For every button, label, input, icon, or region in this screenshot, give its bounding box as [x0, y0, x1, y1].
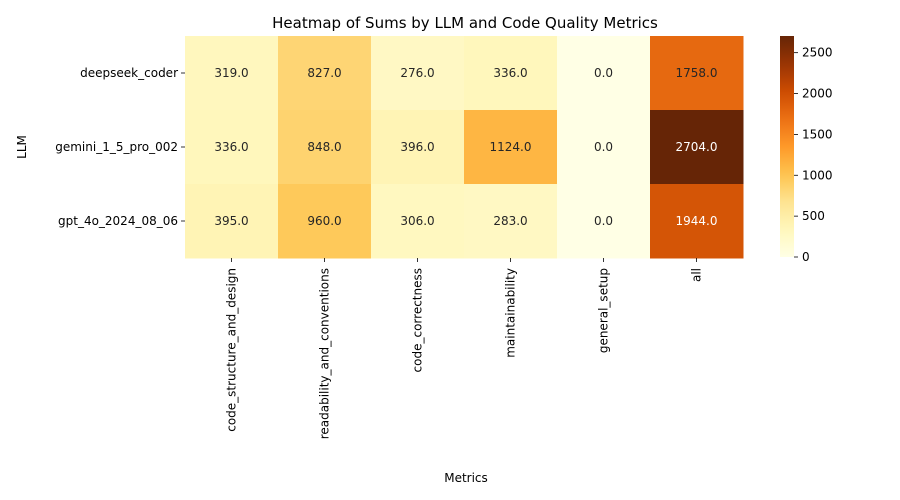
heatmap-cell — [278, 110, 372, 185]
y-tick-label: gemini_1_5_pro_002 — [55, 140, 178, 154]
cell-value-label: 827.0 — [307, 66, 341, 80]
cell-value-label: 306.0 — [400, 214, 434, 228]
colorbar-tick-label: 2000 — [802, 87, 833, 101]
x-tick-label: code_correctness — [411, 268, 425, 372]
heatmap-cell — [185, 184, 279, 259]
colorbar-ticks: 0 500 1000 1500 2000 2500 — [794, 46, 833, 264]
heatmap-cell — [650, 110, 744, 185]
colorbar-tick-label: 1000 — [802, 168, 833, 182]
heatmap-cell — [650, 36, 744, 111]
colorbar-tick-label: 2500 — [802, 46, 833, 60]
cell-value-label: 276.0 — [400, 66, 434, 80]
x-tick-label: all — [690, 268, 704, 282]
cell-value-label: 1758.0 — [676, 66, 718, 80]
x-tick-label: readability_and_conventions — [318, 268, 332, 439]
cell-value-label: 395.0 — [214, 214, 248, 228]
chart-title: Heatmap of Sums by LLM and Code Quality … — [272, 14, 658, 32]
cell-value-label: 336.0 — [214, 140, 248, 154]
cell-value-label: 960.0 — [307, 214, 341, 228]
y-tick-label: deepseek_coder — [80, 66, 178, 80]
colorbar-tick-label: 500 — [802, 209, 825, 223]
colorbar-tick-label: 0 — [802, 250, 810, 264]
heatmap-cell — [185, 110, 279, 185]
cell-value-label: 1944.0 — [676, 214, 718, 228]
cell-value-label: 283.0 — [493, 214, 527, 228]
heatmap-cells: 319.0 827.0 276.0 336.0 0.0 1758.0 336.0 848.0 3… — [185, 36, 744, 259]
colorbar — [780, 36, 794, 257]
cell-value-label: 848.0 — [307, 140, 341, 154]
cell-value-label: 0.0 — [594, 66, 613, 80]
cell-value-label: 1124.0 — [490, 140, 532, 154]
heatmap-cell — [464, 110, 558, 185]
cell-value-label: 0.0 — [594, 214, 613, 228]
cell-value-label: 2704.0 — [676, 140, 718, 154]
y-axis-ticks: deepseek_coder gemini_1_5_pro_002 gpt_4o_2… — [55, 66, 185, 228]
y-axis-label: LLM — [15, 135, 29, 159]
heatmap-cell — [278, 36, 372, 111]
heatmap-cell — [557, 110, 651, 185]
heatmap-cell — [557, 36, 651, 111]
x-axis-label: Metrics — [444, 471, 488, 485]
cell-value-label: 396.0 — [400, 140, 434, 154]
x-tick-label: general_setup — [597, 268, 611, 353]
colorbar-tick-label: 1500 — [802, 127, 833, 141]
cell-value-label: 0.0 — [594, 140, 613, 154]
heatmap-cell — [650, 184, 744, 259]
heatmap-cell — [371, 110, 465, 185]
x-tick-label: maintainability — [504, 268, 518, 358]
heatmap-cell — [185, 36, 279, 111]
y-tick-label: gpt_4o_2024_08_06 — [58, 214, 178, 228]
heatmap-cell — [464, 36, 558, 111]
heatmap-cell — [464, 184, 558, 259]
heatmap-cell — [278, 184, 372, 259]
cell-value-label: 319.0 — [214, 66, 248, 80]
heatmap-cell — [371, 184, 465, 259]
x-tick-label: code_structure_and_design — [225, 268, 239, 432]
x-axis-ticks: code_structure_and_design readability_and… — [225, 258, 704, 439]
heatmap-cell — [371, 36, 465, 111]
heatmap-cell — [557, 184, 651, 259]
cell-value-label: 336.0 — [493, 66, 527, 80]
